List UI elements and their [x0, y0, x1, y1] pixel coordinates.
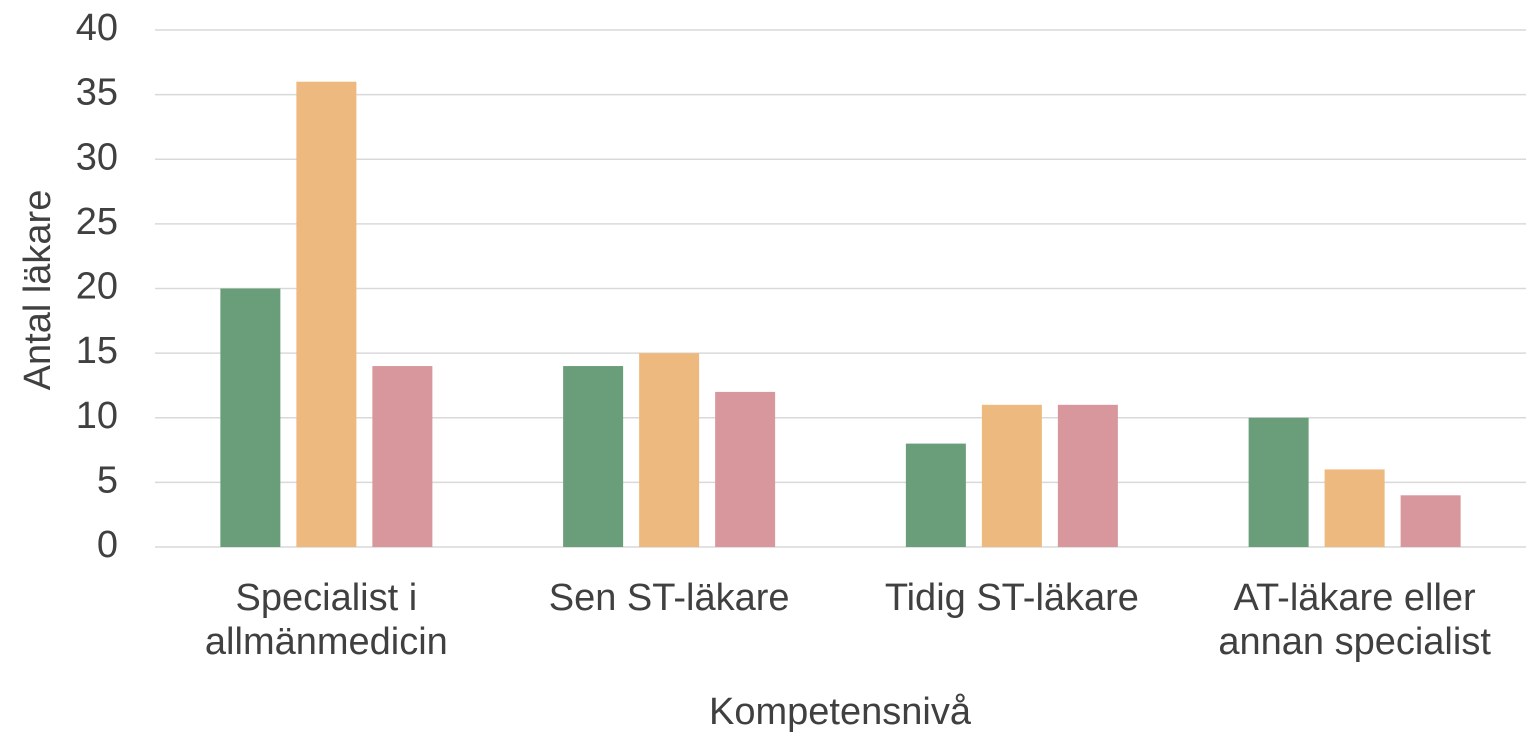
bar: [1324, 469, 1385, 547]
x-tick-label: Tidig ST-läkare: [884, 577, 1139, 619]
y-tick-label: 35: [76, 72, 118, 114]
x-axis-title: Kompetensnivå: [709, 691, 972, 733]
y-tick-label: 20: [76, 266, 118, 308]
bar: [715, 391, 776, 547]
bar: [639, 353, 700, 547]
bar: [372, 366, 433, 547]
y-axis-title: Antal läkare: [17, 190, 59, 391]
bar: [981, 404, 1042, 547]
bar: [1057, 404, 1118, 547]
bar: [563, 366, 624, 547]
y-tick-label: 15: [76, 330, 118, 372]
bar: [1400, 495, 1461, 547]
y-tick-label: 10: [76, 395, 118, 437]
x-tick-label: Specialist i allmänmedicin: [204, 577, 448, 663]
bar: [1248, 417, 1309, 547]
x-tick-label: Sen ST-läkare: [548, 577, 790, 619]
y-tick-label: 30: [76, 136, 118, 178]
y-tick-label: 5: [97, 459, 118, 501]
x-tick-label: AT-läkare eller annan specialist: [1218, 577, 1491, 663]
y-tick-label: 40: [76, 7, 118, 49]
bar: [905, 443, 966, 547]
y-tick-label: 0: [97, 524, 118, 566]
bar: [220, 288, 281, 547]
y-tick-label: 25: [76, 201, 118, 243]
bar: [296, 81, 357, 547]
